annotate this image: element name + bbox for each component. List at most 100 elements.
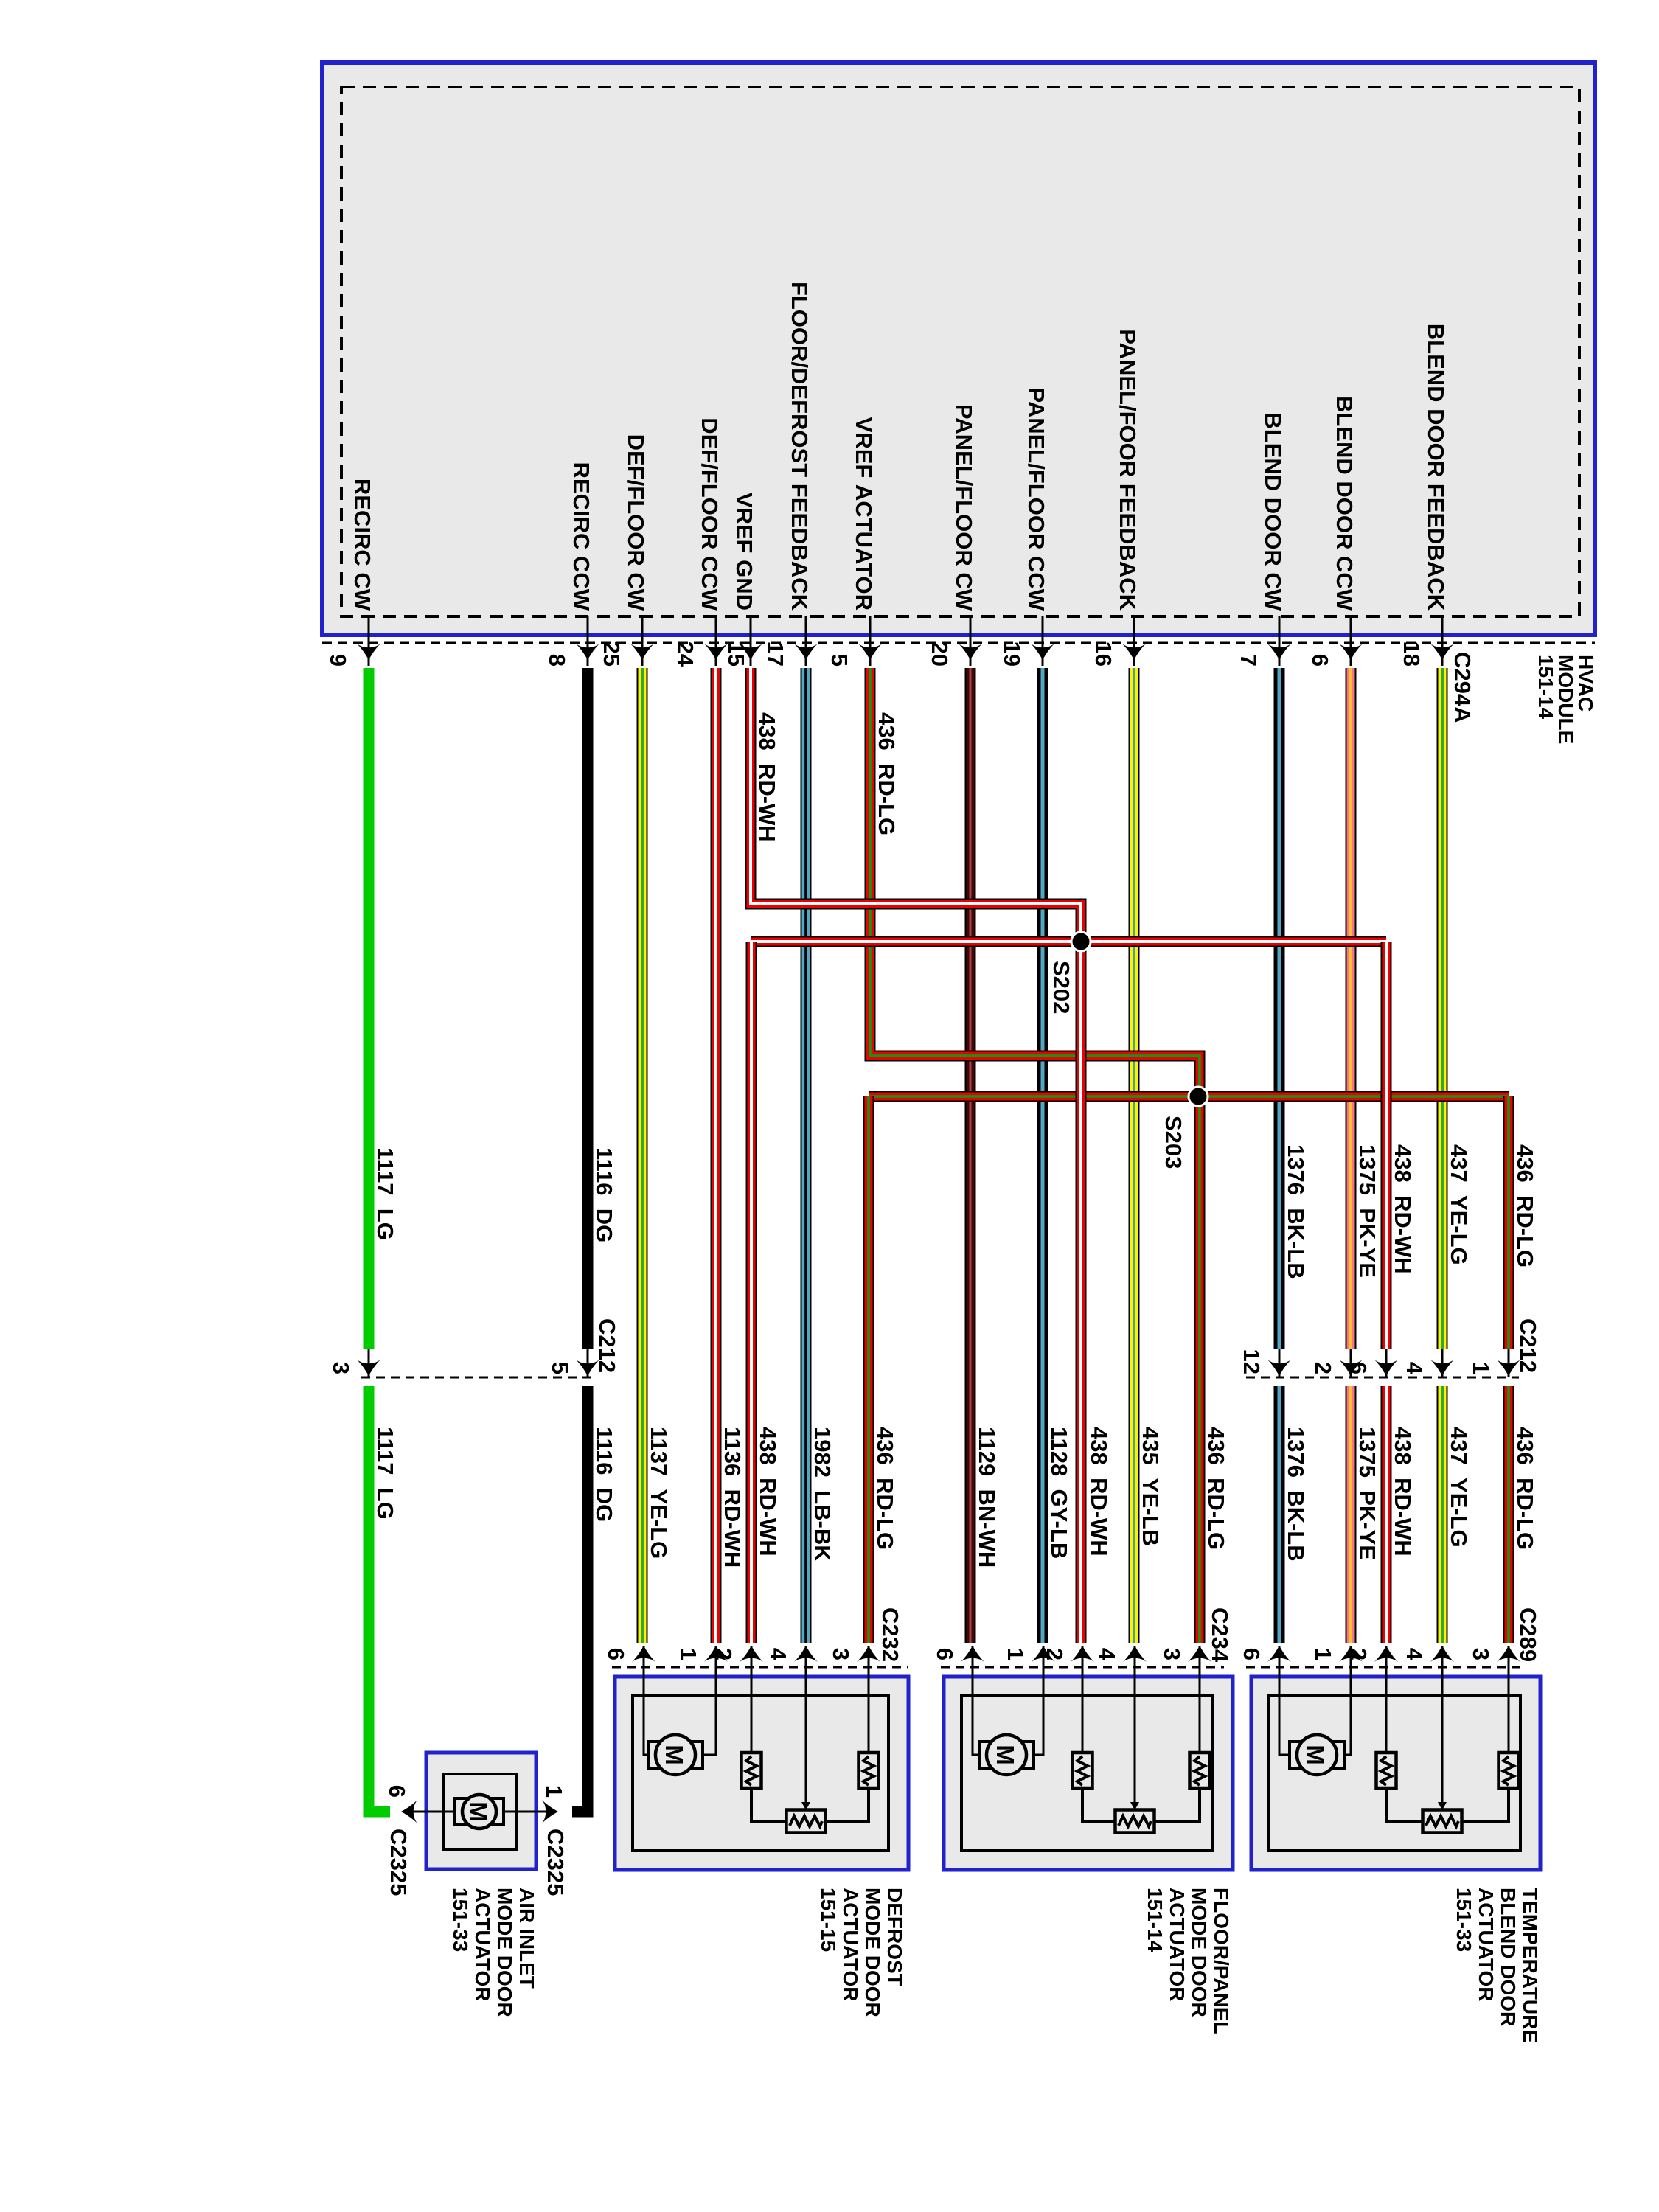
svg-text:436 RD-LG: 436 RD-LG [1512, 1427, 1538, 1550]
svg-text:8: 8 [544, 654, 570, 667]
svg-text:7: 7 [1236, 654, 1262, 667]
svg-text:PANEL/FLOOR CCW: PANEL/FLOOR CCW [1023, 387, 1049, 611]
svg-text:C2325: C2325 [543, 1829, 568, 1896]
svg-text:DEFROST: DEFROST [883, 1888, 906, 1986]
svg-text:438 RD-WH: 438 RD-WH [755, 1427, 781, 1557]
svg-text:436 RD-LG: 436 RD-LG [1512, 1144, 1538, 1267]
svg-text:2: 2 [1310, 1362, 1336, 1374]
svg-text:4: 4 [1402, 1362, 1427, 1375]
svg-text:2: 2 [1346, 1648, 1371, 1660]
svg-text:151-33: 151-33 [1453, 1888, 1475, 1952]
svg-text:2: 2 [711, 1648, 737, 1660]
svg-text:437 YE-LG: 437 YE-LG [1446, 1427, 1472, 1548]
svg-text:151-14: 151-14 [1144, 1888, 1166, 1952]
svg-text:1376 BK-LB: 1376 BK-LB [1283, 1144, 1309, 1279]
svg-text:1982 LB-BK: 1982 LB-BK [810, 1427, 835, 1562]
svg-text:2: 2 [1042, 1648, 1068, 1660]
svg-text:1116 DG: 1116 DG [591, 1427, 617, 1522]
svg-text:1375 PK-YE: 1375 PK-YE [1354, 1427, 1380, 1560]
svg-text:MODE DOOR: MODE DOOR [861, 1888, 884, 2017]
svg-text:20: 20 [927, 641, 953, 667]
svg-text:BLEND DOOR: BLEND DOOR [1497, 1888, 1520, 2026]
svg-text:6: 6 [1346, 1362, 1371, 1374]
svg-text:1117 LG: 1117 LG [372, 1427, 398, 1520]
svg-text:C212: C212 [594, 1318, 620, 1373]
svg-text:DEF/FLOOR CCW: DEF/FLOOR CCW [697, 417, 723, 611]
svg-text:1117 LG: 1117 LG [372, 1147, 398, 1240]
svg-text:1: 1 [675, 1648, 701, 1660]
svg-text:438 RD-WH: 438 RD-WH [1390, 1427, 1416, 1557]
svg-text:M: M [465, 1801, 492, 1822]
svg-text:1376 BK-LB: 1376 BK-LB [1283, 1427, 1309, 1562]
svg-text:FLOOR/DEFROST FEEDBACK: FLOOR/DEFROST FEEDBACK [787, 282, 813, 611]
svg-text:15: 15 [723, 641, 749, 667]
svg-text:1: 1 [1468, 1362, 1494, 1374]
svg-text:24: 24 [672, 641, 698, 667]
svg-text:151-14: 151-14 [1534, 655, 1557, 720]
svg-text:RECIRC CW: RECIRC CW [349, 479, 375, 611]
svg-text:C2325: C2325 [386, 1829, 411, 1896]
svg-text:436 RD-LG: 436 RD-LG [874, 712, 900, 835]
svg-text:16: 16 [1091, 641, 1116, 667]
svg-text:1: 1 [1003, 1648, 1029, 1660]
svg-text:4: 4 [1402, 1648, 1427, 1661]
svg-text:17: 17 [762, 641, 788, 667]
svg-text:PANEL/FOOR FEEDBACK: PANEL/FOOR FEEDBACK [1115, 329, 1141, 611]
svg-text:BLEND DOOR FEEDBACK: BLEND DOOR FEEDBACK [1423, 324, 1449, 611]
svg-text:3: 3 [828, 1648, 854, 1660]
svg-text:436 RD-LG: 436 RD-LG [1203, 1427, 1229, 1550]
svg-text:1136 RD-WH: 1136 RD-WH [720, 1427, 745, 1568]
svg-text:C234: C234 [1207, 1607, 1233, 1663]
svg-text:BLEND DOOR CW: BLEND DOOR CW [1260, 412, 1286, 611]
svg-text:M: M [661, 1745, 688, 1765]
svg-text:ACTUATOR: ACTUATOR [1166, 1888, 1189, 2002]
svg-text:M: M [992, 1745, 1019, 1765]
svg-text:6: 6 [932, 1648, 958, 1660]
svg-text:1: 1 [1310, 1648, 1336, 1660]
svg-text:437 YE-LG: 437 YE-LG [1446, 1144, 1472, 1265]
svg-text:MODULE: MODULE [1554, 655, 1577, 744]
svg-text:C294A: C294A [1450, 652, 1475, 723]
svg-text:S203: S203 [1161, 1116, 1186, 1169]
svg-text:PANEL/FLOOR CW: PANEL/FLOOR CW [951, 404, 977, 611]
svg-text:1129 BN-WH: 1129 BN-WH [974, 1427, 1000, 1568]
svg-text:MODE DOOR: MODE DOOR [1188, 1888, 1211, 2017]
svg-text:151-33: 151-33 [449, 1888, 472, 1952]
svg-text:1128 GY-LB: 1128 GY-LB [1046, 1427, 1072, 1559]
svg-text:4: 4 [1094, 1648, 1120, 1661]
svg-text:5: 5 [547, 1362, 573, 1374]
svg-text:RECIRC CCW: RECIRC CCW [568, 462, 594, 611]
svg-text:C289: C289 [1515, 1607, 1541, 1662]
svg-text:438 RD-WH: 438 RD-WH [1086, 1427, 1112, 1557]
svg-text:C232: C232 [877, 1607, 903, 1662]
svg-text:AIR INLET: AIR INLET [515, 1888, 538, 1989]
svg-text:19: 19 [999, 641, 1025, 667]
svg-text:1375 PK-YE: 1375 PK-YE [1354, 1144, 1380, 1278]
svg-text:6: 6 [603, 1648, 629, 1660]
svg-text:1: 1 [541, 1785, 567, 1798]
svg-text:ACTUATOR: ACTUATOR [839, 1888, 862, 2002]
svg-text:438 RD-WH: 438 RD-WH [1390, 1144, 1416, 1274]
svg-text:18: 18 [1399, 641, 1425, 667]
svg-text:6: 6 [1307, 654, 1333, 667]
svg-text:4: 4 [765, 1648, 791, 1661]
svg-text:6: 6 [384, 1785, 410, 1798]
svg-text:C212: C212 [1515, 1318, 1541, 1373]
svg-text:3: 3 [328, 1362, 354, 1374]
svg-text:436 RD-LG: 436 RD-LG [872, 1427, 898, 1550]
svg-text:ACTUATOR: ACTUATOR [1475, 1888, 1498, 2002]
svg-text:435 YE-LB: 435 YE-LB [1138, 1427, 1164, 1546]
svg-text:ACTUATOR: ACTUATOR [471, 1888, 494, 2002]
svg-text:VREF ACTUATOR: VREF ACTUATOR [851, 417, 877, 611]
svg-text:BLEND DOOR CCW: BLEND DOOR CCW [1332, 396, 1357, 611]
svg-text:3: 3 [1159, 1648, 1185, 1660]
svg-text:S202: S202 [1048, 961, 1074, 1014]
svg-text:VREF GND: VREF GND [731, 493, 757, 611]
svg-text:151-15: 151-15 [817, 1888, 840, 1952]
svg-text:1116 DG: 1116 DG [591, 1147, 617, 1242]
svg-text:1137 YE-LG: 1137 YE-LG [646, 1427, 672, 1559]
svg-text:25: 25 [599, 641, 625, 667]
svg-text:TEMPERATURE: TEMPERATURE [1519, 1888, 1542, 2043]
svg-text:438 RD-WH: 438 RD-WH [754, 712, 780, 842]
svg-text:FLOOR/PANEL: FLOOR/PANEL [1210, 1888, 1233, 2034]
